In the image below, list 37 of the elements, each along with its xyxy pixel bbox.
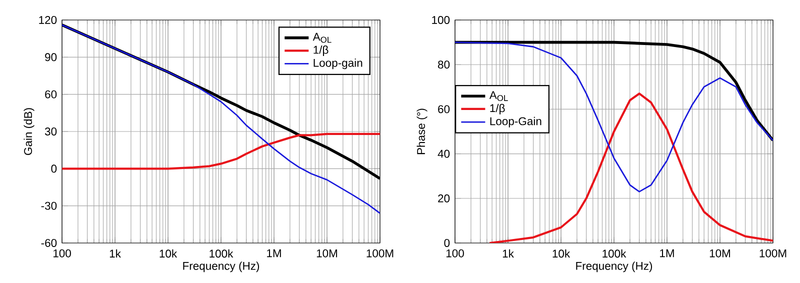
y-tick-label: -60: [41, 239, 57, 247]
y-tick-label: 30: [44, 128, 57, 136]
y-tick-label: 20: [438, 194, 450, 202]
x-tick-label: 1M: [660, 249, 674, 258]
y-tick-label: 40: [438, 150, 450, 158]
x-tick-label: 100k: [602, 249, 626, 258]
legend-label: A$_{OL}$: [489, 91, 508, 102]
x-tick-label: 10M: [316, 249, 338, 258]
y-tick-label: 60: [45, 90, 57, 98]
y-tick-label: 90: [45, 53, 57, 62]
x-tick-label: 1k: [502, 249, 514, 258]
legend-label: Loop-Gain: [490, 116, 542, 128]
x-tick-label: 100: [53, 249, 71, 258]
y-tick-label: 120: [39, 16, 57, 24]
y-tick-label: 0: [444, 239, 450, 247]
legend-label: 1/β: [314, 46, 328, 56]
x-axis-title: Frequency (Hz): [576, 262, 652, 272]
x-tick-label: 1k: [110, 249, 121, 258]
y-tick-label: 80: [438, 60, 450, 69]
x-tick-label: 1M: [267, 249, 281, 258]
x-axis-title: Frequency (Hz): [183, 262, 260, 272]
y-axis-title: Gain (dB): [24, 108, 34, 155]
legend-label: A$_{OL}$: [312, 32, 332, 43]
y-tick-label: -30: [41, 202, 57, 210]
x-tick-label: 100M: [366, 249, 394, 258]
y-tick-label: 60: [438, 105, 450, 114]
x-tick-label: 100M: [760, 249, 786, 258]
y-axis-title: Phase (°): [416, 108, 428, 154]
x-tick-label: 10M: [710, 249, 730, 258]
x-tick-label: 100: [446, 249, 464, 258]
legend-label: 1/β: [490, 104, 505, 114]
y-tick-label: 0: [51, 164, 57, 173]
x-tick-label: 10k: [160, 249, 178, 258]
legend-label: Loop-gain: [314, 58, 362, 70]
x-tick-label: 10k: [552, 249, 570, 258]
x-tick-label: 100k: [210, 249, 234, 258]
y-tick-label: 100: [432, 16, 450, 24]
